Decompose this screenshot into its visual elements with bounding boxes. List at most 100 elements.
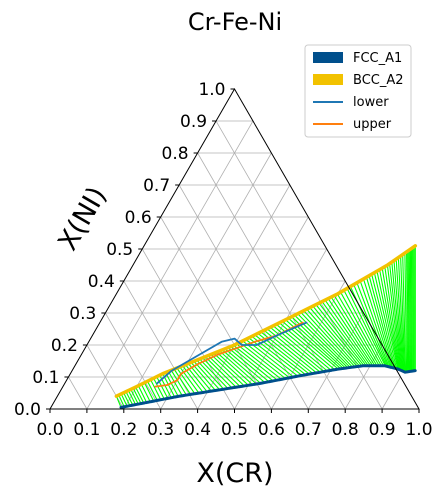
tie-line bbox=[202, 357, 233, 389]
legend-label-upper: upper bbox=[353, 117, 392, 132]
tie-line bbox=[140, 384, 151, 403]
tie-line bbox=[371, 274, 396, 369]
tie-line bbox=[199, 358, 229, 389]
tie-line bbox=[336, 293, 380, 367]
tie-line bbox=[309, 307, 361, 367]
tick-layer: 0.0 0.1 0.2 0.3 0.4 0.5 0.6 0.7 0.8 0.9 1.0 0.0 0.1 0… bbox=[14, 80, 433, 440]
tie-line bbox=[393, 260, 404, 372]
legend-label-fcc_a1: FCC_A1 bbox=[353, 51, 402, 66]
tie-line bbox=[395, 259, 404, 372]
grid-line-x bbox=[86, 120, 254, 410]
y-tick-label: 0.5 bbox=[106, 240, 133, 260]
tie-line bbox=[376, 271, 399, 370]
tie-line bbox=[147, 380, 158, 401]
tie-line bbox=[115, 395, 122, 408]
x-tick-label: 0.2 bbox=[110, 420, 137, 440]
tie-line bbox=[176, 367, 196, 395]
x-tick-label: 0.0 bbox=[36, 420, 63, 440]
tie-line bbox=[400, 255, 406, 373]
tie-line bbox=[130, 389, 139, 405]
tie-line bbox=[408, 250, 411, 372]
tie-line bbox=[236, 343, 282, 380]
tie-line bbox=[391, 262, 403, 371]
tie-line bbox=[386, 265, 402, 371]
upper-curve bbox=[154, 321, 304, 388]
tie-line bbox=[365, 277, 394, 368]
tie-line bbox=[224, 348, 266, 383]
tie-line bbox=[242, 340, 290, 379]
tie-line bbox=[321, 301, 369, 367]
tie-line bbox=[389, 263, 402, 371]
tieline-layer bbox=[115, 245, 416, 408]
tie-line bbox=[165, 372, 179, 397]
tie-line bbox=[306, 308, 358, 367]
x-tick-label: 0.7 bbox=[295, 420, 322, 440]
tie-line bbox=[346, 288, 386, 367]
tie-line bbox=[207, 355, 241, 387]
tie-line bbox=[407, 251, 410, 372]
tie-line bbox=[409, 249, 412, 372]
tie-line bbox=[233, 344, 278, 381]
grid-line-z bbox=[215, 120, 383, 410]
y-tick-label: 0.0 bbox=[14, 400, 41, 420]
tie-line bbox=[397, 257, 405, 372]
grid-line-z bbox=[123, 280, 198, 410]
tie-line bbox=[127, 390, 137, 405]
grid-line-z bbox=[197, 152, 346, 410]
legend-label-lower: lower bbox=[353, 95, 389, 110]
tie-line bbox=[356, 282, 390, 367]
y-tick-label: 0.3 bbox=[69, 304, 96, 324]
fcc-boundary bbox=[119, 364, 417, 409]
tie-line bbox=[324, 299, 372, 367]
tie-line bbox=[318, 302, 367, 367]
tie-line bbox=[125, 391, 134, 406]
tie-line bbox=[404, 252, 408, 373]
grid-line-x bbox=[381, 376, 401, 410]
tie-line bbox=[179, 366, 200, 394]
tie-line bbox=[216, 351, 253, 386]
tie-line bbox=[381, 268, 400, 370]
x-axis-label: X(CR) bbox=[196, 458, 273, 489]
tie-line bbox=[227, 347, 270, 383]
tie-line bbox=[123, 392, 131, 406]
tie-line bbox=[156, 376, 169, 399]
grid-line-z bbox=[105, 312, 162, 410]
tie-line bbox=[333, 295, 378, 367]
grid-line-z bbox=[141, 248, 235, 410]
x-tick-label: 0.6 bbox=[258, 420, 285, 440]
tie-line bbox=[330, 296, 376, 367]
tie-line bbox=[150, 379, 162, 400]
legend-swatch-bcc_a2 bbox=[313, 74, 343, 85]
x-tick-label: 0.5 bbox=[221, 420, 248, 440]
tie-line bbox=[410, 248, 413, 372]
x-tick-label: 0.4 bbox=[184, 420, 211, 440]
y-tick-label: 0.2 bbox=[51, 336, 78, 356]
tie-line bbox=[219, 350, 257, 385]
y-tick-label: 0.6 bbox=[125, 208, 152, 228]
y-tick-label: 0.7 bbox=[143, 176, 170, 196]
tie-line bbox=[190, 362, 216, 391]
grid-line-z bbox=[68, 376, 88, 410]
tie-line bbox=[239, 341, 286, 379]
bcc-boundary bbox=[114, 244, 418, 398]
tie-line bbox=[204, 356, 237, 388]
y-tick-label: 0.9 bbox=[180, 112, 207, 132]
y-tick-label: 0.1 bbox=[32, 368, 59, 388]
series-layer bbox=[114, 244, 418, 409]
tie-line bbox=[135, 386, 145, 404]
tie-line bbox=[132, 388, 142, 404]
tie-line bbox=[312, 305, 363, 367]
y-axis-label: X(NI) bbox=[52, 182, 113, 256]
tie-line bbox=[368, 275, 395, 369]
legend-swatch-fcc_a1 bbox=[313, 52, 343, 63]
tie-line bbox=[144, 382, 155, 402]
tie-line bbox=[153, 377, 165, 400]
tie-line bbox=[167, 371, 183, 396]
lower-curve bbox=[156, 321, 308, 385]
tie-line bbox=[120, 393, 128, 407]
tie-line bbox=[213, 352, 249, 386]
x-tick-label: 0.9 bbox=[369, 420, 396, 440]
tie-line bbox=[170, 370, 187, 396]
tie-line bbox=[173, 368, 192, 395]
